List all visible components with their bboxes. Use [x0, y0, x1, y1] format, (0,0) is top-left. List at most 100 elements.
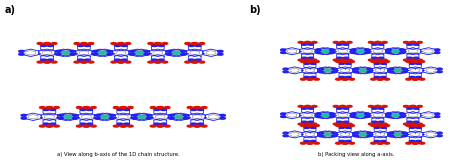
Circle shape [415, 126, 421, 128]
Circle shape [298, 41, 303, 43]
Circle shape [314, 142, 319, 144]
Circle shape [394, 69, 401, 72]
Circle shape [181, 53, 186, 55]
Circle shape [354, 50, 359, 52]
Circle shape [376, 41, 381, 43]
Circle shape [437, 71, 442, 73]
Circle shape [314, 78, 319, 80]
Circle shape [306, 59, 311, 61]
Circle shape [374, 105, 380, 107]
Circle shape [406, 142, 411, 144]
Circle shape [435, 116, 440, 117]
Circle shape [201, 107, 207, 108]
Circle shape [333, 41, 338, 43]
Circle shape [399, 134, 404, 135]
Circle shape [349, 61, 355, 62]
Circle shape [55, 50, 61, 52]
Circle shape [138, 116, 146, 118]
Circle shape [310, 76, 316, 78]
Circle shape [301, 125, 306, 126]
Circle shape [312, 123, 317, 125]
Circle shape [365, 49, 370, 51]
Circle shape [123, 108, 129, 111]
Circle shape [437, 135, 442, 137]
Circle shape [382, 105, 387, 107]
Circle shape [162, 61, 168, 63]
Circle shape [52, 43, 57, 44]
Circle shape [417, 105, 422, 107]
Circle shape [47, 125, 53, 127]
Circle shape [394, 133, 401, 136]
Circle shape [384, 78, 390, 80]
Circle shape [419, 125, 425, 126]
Circle shape [353, 132, 358, 134]
Circle shape [301, 78, 306, 80]
Circle shape [356, 134, 362, 135]
Circle shape [419, 61, 425, 62]
Circle shape [84, 125, 90, 127]
Circle shape [341, 41, 346, 43]
Circle shape [337, 57, 343, 59]
Circle shape [319, 114, 324, 116]
Circle shape [410, 123, 415, 125]
Circle shape [339, 41, 345, 43]
Circle shape [403, 41, 409, 43]
Circle shape [318, 71, 323, 73]
Circle shape [384, 142, 390, 144]
Circle shape [187, 107, 192, 108]
Circle shape [361, 114, 366, 116]
Circle shape [409, 76, 415, 78]
Circle shape [419, 142, 425, 144]
Circle shape [342, 78, 347, 80]
Circle shape [318, 135, 323, 137]
Circle shape [123, 123, 129, 125]
Circle shape [336, 142, 341, 144]
Circle shape [81, 61, 86, 63]
Circle shape [150, 125, 156, 127]
Circle shape [413, 43, 419, 45]
Circle shape [117, 123, 123, 125]
Circle shape [281, 52, 286, 53]
Circle shape [86, 108, 93, 111]
Circle shape [329, 113, 335, 115]
Circle shape [339, 59, 345, 61]
Circle shape [308, 121, 314, 123]
Circle shape [413, 57, 419, 59]
Circle shape [55, 53, 61, 55]
Circle shape [411, 105, 416, 107]
Circle shape [160, 108, 166, 111]
Circle shape [406, 78, 411, 80]
Circle shape [111, 43, 117, 44]
Circle shape [188, 59, 194, 61]
Circle shape [119, 61, 124, 63]
Circle shape [220, 117, 225, 119]
Circle shape [194, 107, 199, 108]
Circle shape [321, 50, 329, 52]
Circle shape [86, 123, 93, 125]
Circle shape [148, 43, 154, 44]
Circle shape [306, 41, 311, 43]
Circle shape [377, 142, 382, 144]
Circle shape [157, 107, 162, 108]
Circle shape [191, 108, 197, 111]
Circle shape [364, 70, 369, 71]
Circle shape [386, 49, 391, 51]
Circle shape [413, 61, 419, 62]
Circle shape [70, 50, 75, 52]
Circle shape [380, 62, 386, 64]
Circle shape [380, 126, 386, 128]
Circle shape [400, 52, 405, 53]
Circle shape [316, 52, 321, 53]
Circle shape [158, 125, 164, 127]
Circle shape [376, 123, 381, 125]
Circle shape [396, 50, 401, 52]
Circle shape [412, 125, 417, 126]
Circle shape [329, 116, 335, 117]
Circle shape [314, 125, 319, 126]
Circle shape [319, 50, 324, 52]
Circle shape [365, 52, 370, 53]
Circle shape [378, 142, 383, 144]
Circle shape [318, 132, 323, 134]
Circle shape [341, 105, 346, 107]
Circle shape [388, 135, 393, 137]
